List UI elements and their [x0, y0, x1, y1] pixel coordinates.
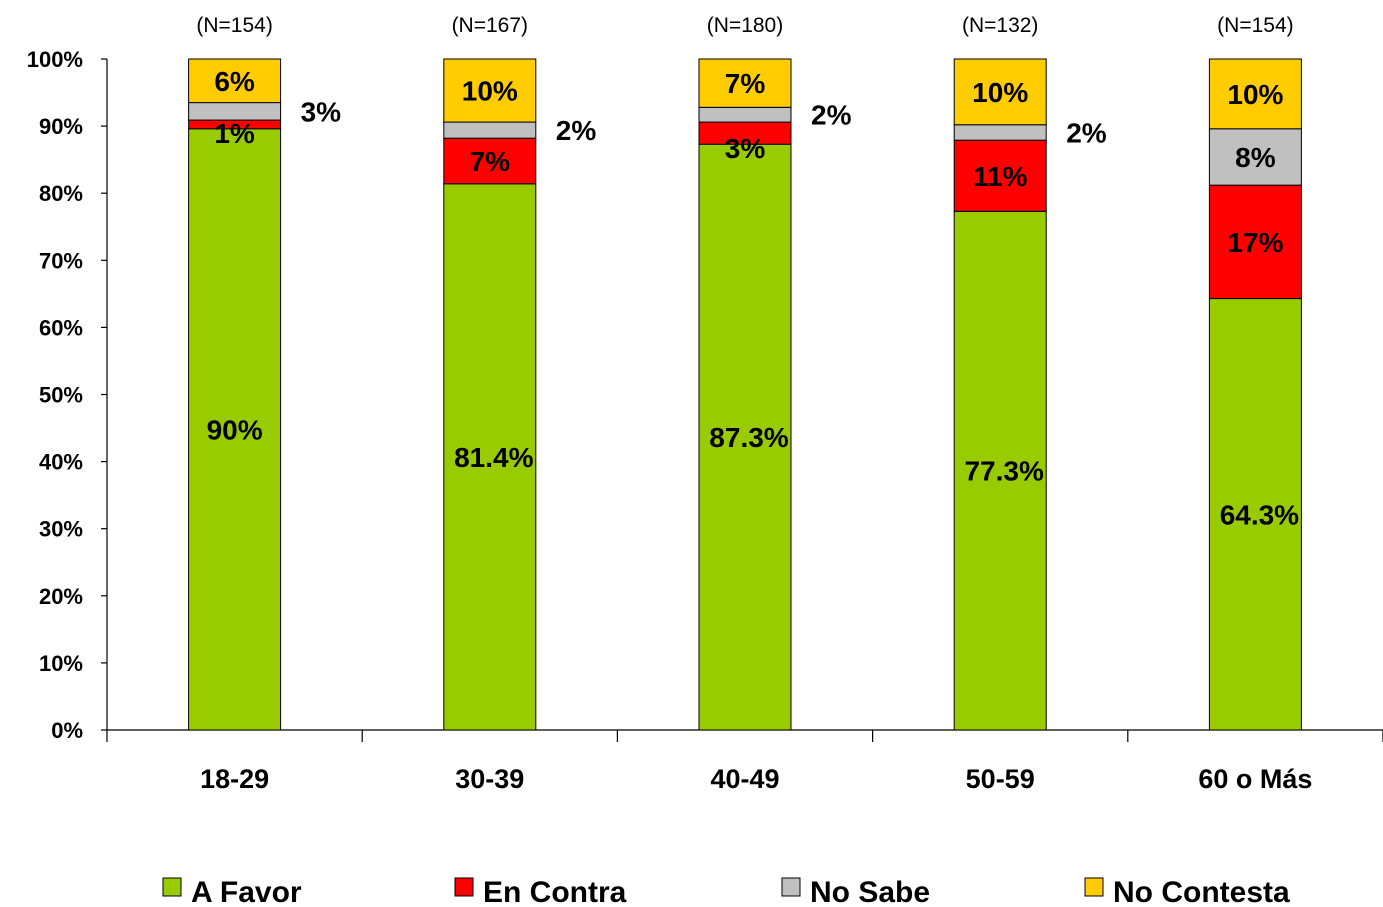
bar-segment-no-sabe [953, 124, 1047, 141]
data-label-en-contra: 11% [973, 161, 1028, 192]
data-label-a-favor: 77.3% [964, 456, 1043, 487]
legend-label: No Sabe [810, 876, 930, 907]
data-label-a-favor: 87.3% [709, 422, 788, 453]
bar-segment-a-favor [1208, 298, 1302, 731]
legend-label: No Contesta [1113, 876, 1290, 907]
data-labels: (N=154) 90% 1% 3% 6% (N=167) 81.4% 7% 2% 10% (N=18… [196, 14, 1299, 530]
x-category-label: 60 o Más [1198, 764, 1312, 794]
y-tick-label: 30% [39, 517, 83, 542]
data-label-no-contesta: 10% [462, 76, 518, 107]
sample-size-label: (N=154) [196, 14, 272, 37]
bar-segment-no-contesta [1208, 58, 1302, 130]
y-tick-label: 80% [39, 181, 83, 206]
bar-segment-no-contesta [953, 58, 1047, 126]
legend-label: En Contra [483, 876, 627, 907]
data-label-en-contra: 7% [470, 146, 511, 177]
bar-segment-no-contesta [188, 58, 282, 104]
bar-segment-no-sabe [698, 106, 792, 123]
data-label-no-sabe: 2% [1066, 117, 1107, 148]
data-label-en-contra: 1% [214, 118, 255, 149]
data-label-no-sabe: 3% [301, 96, 342, 127]
bar-segment-a-favor [953, 210, 1047, 731]
legend: A Favor En Contra No Sabe No Contesta [162, 876, 1290, 907]
data-label-no-contesta: 7% [725, 68, 766, 99]
data-label-no-sabe: 8% [1235, 142, 1276, 173]
legend-swatch [454, 877, 474, 897]
bar-segment-no-sabe [1208, 128, 1302, 186]
bar-segment-no-contesta [443, 58, 537, 123]
data-label-a-favor: 64.3% [1220, 499, 1299, 530]
legend-swatch [162, 877, 182, 897]
sample-size-label: (N=180) [707, 14, 783, 37]
x-category-label: 40-49 [710, 764, 779, 794]
x-axis: 18-29 30-39 40-49 50-59 60 o Más [106, 729, 1383, 794]
y-tick-label: 50% [39, 383, 83, 408]
sample-size-label: (N=132) [962, 14, 1038, 37]
data-label-no-contesta: 10% [1227, 79, 1283, 110]
x-category-label: 50-59 [966, 764, 1035, 794]
data-label-en-contra: 17% [1227, 227, 1283, 258]
legend-swatch [1084, 877, 1104, 897]
bar-segment-no-sabe [443, 121, 537, 139]
y-tick-label: 60% [39, 315, 83, 340]
sample-size-label: (N=154) [1217, 14, 1293, 37]
legend-swatch [781, 877, 801, 897]
bar-segment-en-contra [443, 137, 537, 185]
data-label-en-contra: 3% [725, 133, 766, 164]
y-tick-label: 90% [39, 114, 83, 139]
y-axis: 0% 10% 20% 30% 40% 50% 60% 70% 80% 90% 100% [27, 47, 108, 743]
legend-label: A Favor [191, 876, 302, 907]
data-label-a-favor: 90% [207, 414, 263, 445]
y-tick-label: 0% [51, 718, 83, 743]
y-tick-label: 100% [27, 47, 83, 72]
data-label-no-sabe: 2% [811, 100, 852, 131]
data-label-no-sabe: 2% [556, 115, 597, 146]
bar-segment-a-favor [443, 183, 537, 731]
y-tick-label: 20% [39, 584, 83, 609]
y-tick-label: 40% [39, 450, 83, 475]
y-tick-label: 70% [39, 248, 83, 273]
sample-size-label: (N=167) [452, 14, 528, 37]
bar-segment-en-contra [1208, 184, 1302, 300]
x-category-label: 18-29 [200, 764, 269, 794]
data-label-a-favor: 81.4% [454, 442, 533, 473]
data-label-no-contesta: 6% [214, 66, 255, 97]
y-tick-label: 10% [39, 651, 83, 676]
bar-segment-a-favor [698, 143, 792, 731]
bars [188, 58, 1302, 731]
data-label-no-contesta: 10% [972, 77, 1028, 108]
x-category-label: 30-39 [455, 764, 524, 794]
bar-segment-no-contesta [698, 58, 792, 108]
